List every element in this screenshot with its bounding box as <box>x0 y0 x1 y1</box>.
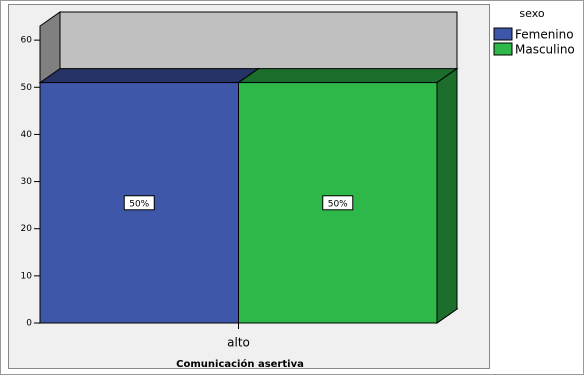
legend-swatch <box>493 27 513 41</box>
y-tick-label: 40 <box>21 130 33 140</box>
legend-label: Masculino <box>515 43 575 57</box>
legend-title: sexo <box>519 7 544 20</box>
y-tick-label: 10 <box>21 271 33 281</box>
y-tick-label: 50 <box>21 83 33 93</box>
value-label: 50% <box>328 199 348 209</box>
bar-top <box>38 68 261 84</box>
legend-label: Femenino <box>515 28 574 42</box>
value-label-box <box>322 195 354 211</box>
y-tick-label: 30 <box>21 177 33 187</box>
value-label: 50% <box>129 199 149 209</box>
legend-swatch <box>493 42 513 56</box>
x-axis-title: Comunicación asertiva <box>176 358 304 370</box>
bar-side <box>436 67 458 324</box>
x-tick-label: alto <box>227 336 250 350</box>
y-tick-label: 60 <box>21 36 33 46</box>
y-tick-label: 0 <box>26 319 32 329</box>
value-label-box <box>123 195 155 211</box>
bar-top <box>236 68 459 84</box>
y-tick-label: 20 <box>21 224 33 234</box>
